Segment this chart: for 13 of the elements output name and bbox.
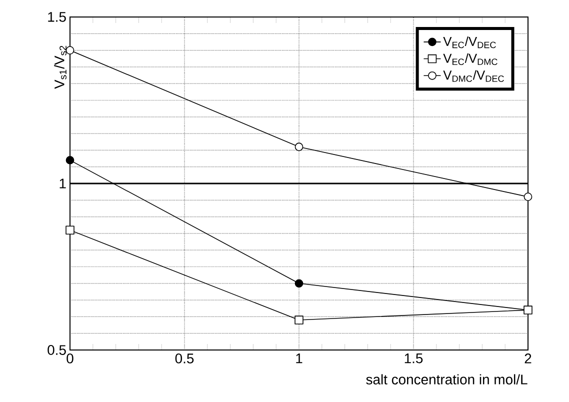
y-tick-label: 0.5	[48, 345, 66, 355]
legend-label: V$_{EC}$/V$_{DMC}$	[443, 53, 498, 66]
y-axis-title: V$_{s1}$/V$_{s2}$	[54, 46, 66, 89]
x-tick-label: 0	[66, 354, 74, 364]
x-tick-label: 0.5	[175, 354, 194, 364]
x-tick-label: 1.5	[404, 354, 423, 364]
y-tick-label: 1.5	[48, 12, 66, 22]
legend-label: V$_{DMC}$/V$_{DEC}$	[443, 70, 504, 82]
y-tick-label: 1	[60, 178, 66, 188]
x-tick-label: 1	[296, 354, 302, 364]
legend-label: V$_{EC}$/V$_{DEC}$	[443, 36, 496, 48]
x-tick-label: 2	[524, 354, 532, 364]
x-axis-title: salt concentration in mol/L	[366, 374, 528, 384]
